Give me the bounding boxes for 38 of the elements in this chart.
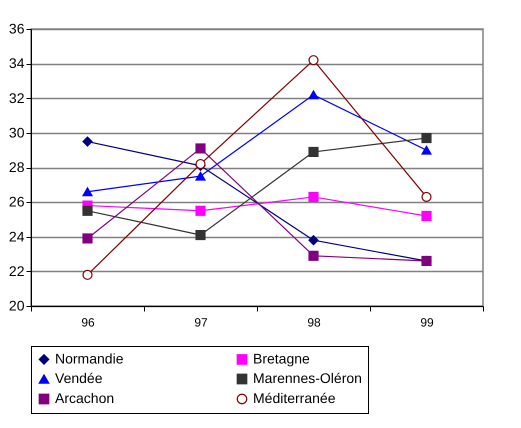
point: [195, 143, 206, 154]
y-tick-label: 32: [8, 90, 25, 106]
legend-label: Bretagne: [253, 350, 310, 366]
point: [195, 206, 206, 216]
point: [195, 230, 206, 240]
x-tick-label: 98: [307, 316, 321, 330]
x-tick-label: 96: [81, 316, 95, 330]
legend-label: Normandie: [55, 350, 124, 366]
y-tick-label: 34: [8, 55, 25, 72]
legend-label: Arcachon: [55, 390, 114, 406]
point: [421, 192, 432, 202]
x-tick-label: 97: [194, 316, 208, 330]
x-tick-label: 99: [420, 316, 434, 330]
point: [308, 192, 319, 202]
point: [195, 172, 206, 181]
point: [308, 90, 319, 100]
point: [308, 55, 319, 66]
legend-label: Méditerranée: [253, 390, 336, 406]
y-tick-label: 20: [8, 298, 25, 314]
point: [82, 187, 93, 196]
point: [421, 210, 432, 222]
point: [82, 270, 93, 280]
y-tick-label: 36: [8, 20, 25, 36]
legend-label: Vendée: [55, 370, 103, 386]
point: [308, 235, 319, 246]
legend-label: Marennes-Oléron: [253, 370, 362, 386]
point: [308, 250, 319, 261]
point: [82, 136, 93, 147]
y-tick-label: 24: [8, 228, 25, 244]
point: [308, 146, 319, 157]
y-tick-label: 26: [8, 194, 25, 210]
point: [82, 206, 93, 216]
y-tick-label: 22: [8, 262, 25, 279]
y-tick-label: 30: [8, 124, 25, 140]
y-tick-label: 28: [8, 159, 25, 175]
point: [421, 146, 432, 155]
point: [421, 132, 432, 144]
point: [82, 233, 93, 244]
